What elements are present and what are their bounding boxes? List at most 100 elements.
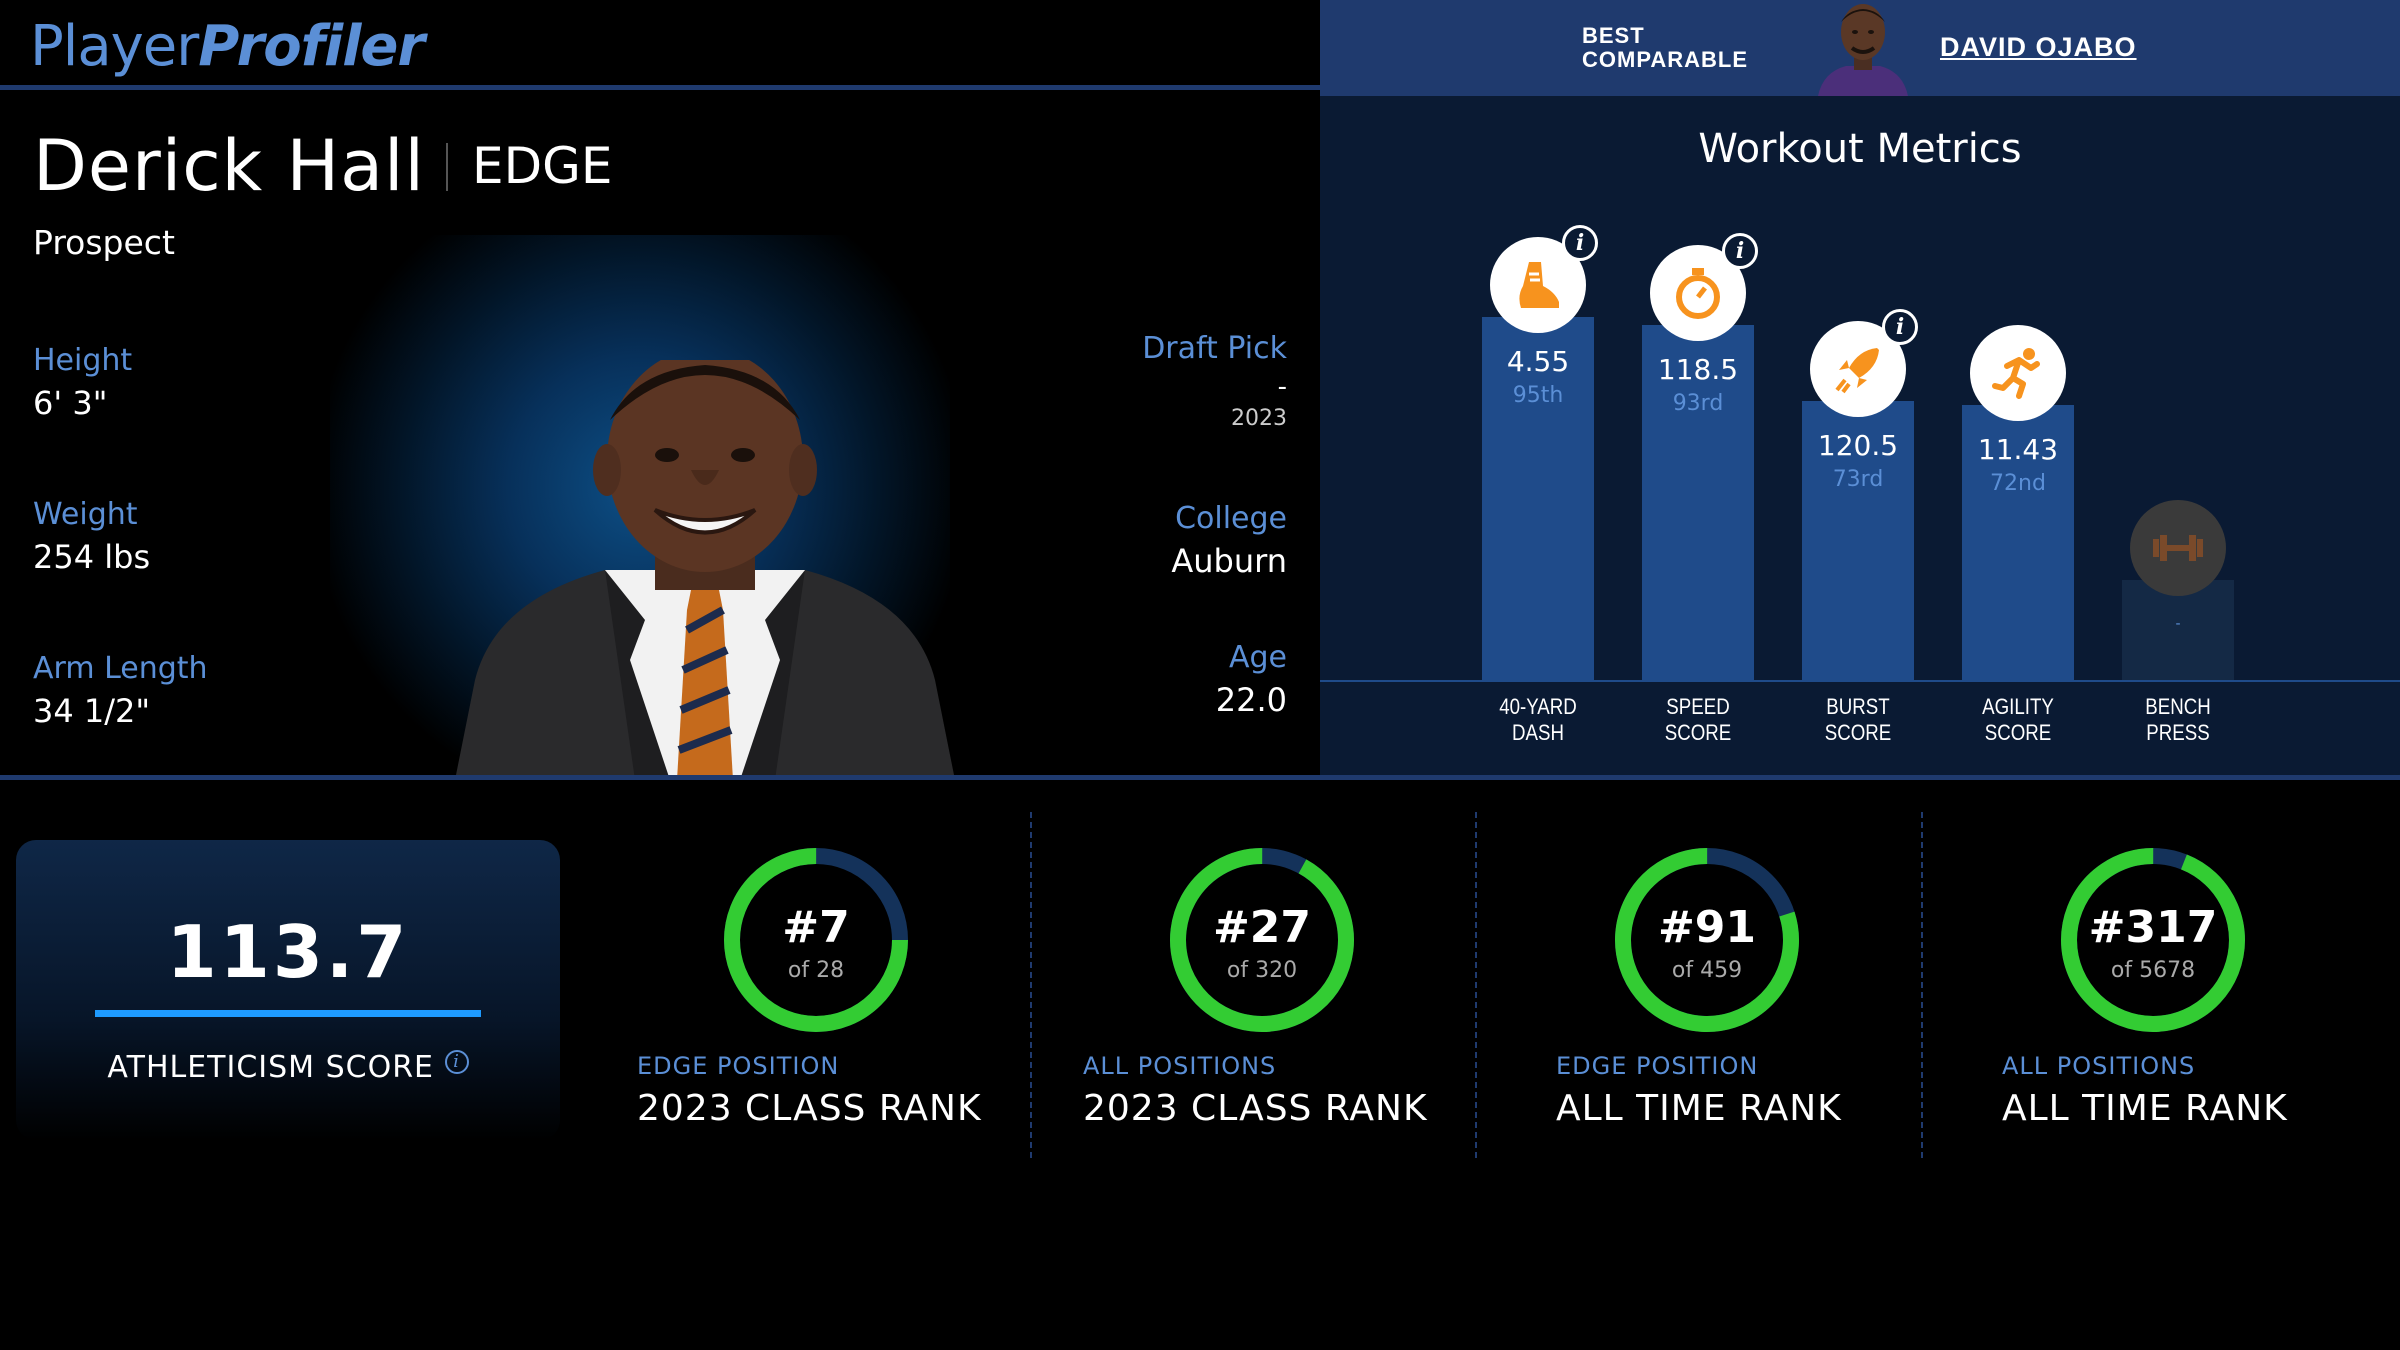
metric-label-line: 40-YARD <box>1499 694 1577 719</box>
rank-subtitle: EDGE POSITION <box>1556 1052 1759 1080</box>
player-photo <box>455 348 955 775</box>
workout-baseline <box>1320 680 2400 682</box>
metric-value: 11.43 <box>1977 433 2059 466</box>
name-divider <box>446 143 448 191</box>
metric-percentile: - <box>2175 616 2181 632</box>
rank-of: of 320 <box>1226 958 1298 983</box>
player-panel: Derick Hall EDGE Prospect Height 6' 3" W… <box>0 95 1320 775</box>
athleticism-underline <box>95 1010 481 1017</box>
metric-percentile: 73rd <box>1832 467 1884 492</box>
metric-label-40-yard-dash: 40-YARD DASH <box>1470 694 1606 746</box>
athleticism-score: 113.7 <box>166 910 410 994</box>
arm-length-label: Arm Length <box>33 651 208 686</box>
rank-number: #27 <box>1212 902 1312 953</box>
draft-pick-stat: Draft Pick - 2023 <box>1142 331 1287 431</box>
rank-title: 2023 CLASS RANK <box>1083 1088 1428 1129</box>
height-stat: Height 6' 3" <box>33 343 132 422</box>
athleticism-card: 113.7 ATHLETICISM SCORE i <box>16 840 560 1140</box>
best-comparable-label-line2: COMPARABLE <box>1582 47 1749 72</box>
info-icon-athleticism[interactable]: i <box>444 1050 469 1074</box>
metric-percentile: 95th <box>1512 383 1564 408</box>
metric-label-burst-score: BURST SCORE <box>1790 694 1926 746</box>
metric-label-speed-score: SPEED SCORE <box>1630 694 1766 746</box>
info-icon-speed-score[interactable]: i <box>1722 233 1758 269</box>
metric-label-line: AGILITY <box>1982 694 2054 719</box>
height-value: 6' 3" <box>33 384 108 422</box>
logo[interactable]: PlayerProfiler <box>30 12 425 82</box>
rank-ring <box>724 848 908 1032</box>
rank-of: of 28 <box>787 958 845 983</box>
info-icon-burst-score[interactable]: i <box>1882 309 1918 345</box>
rank-edge-all-time: #91 of 459 EDGE POSITION ALL TIME RANK <box>1556 840 1976 1160</box>
metric-label-line: DASH <box>1512 720 1564 745</box>
rank-number: #91 <box>1657 902 1757 953</box>
rank-divider <box>1921 812 1923 1158</box>
draft-pick-value: - <box>1277 372 1287 402</box>
metric-label-line: SPEED <box>1666 694 1730 719</box>
college-label: College <box>1175 501 1287 536</box>
logo-part-profiler: Profiler <box>198 14 425 79</box>
bar-burst-score <box>1802 401 1914 680</box>
rank-subtitle: EDGE POSITION <box>637 1052 840 1080</box>
rank-all-class: #27 of 320 ALL POSITIONS 2023 CLASS RANK <box>1083 840 1503 1160</box>
metric-value: 118.5 <box>1657 353 1739 386</box>
rank-edge-class: #7 of 28 EDGE POSITION 2023 CLASS RANK <box>637 840 1057 1160</box>
college-stat: College Auburn <box>1171 501 1287 580</box>
best-comparable-link[interactable]: DAVID OJABO <box>1940 32 2137 62</box>
metric-label-line: SCORE <box>1824 720 1892 745</box>
rank-of: of 459 <box>1671 958 1743 983</box>
workout-metrics-title: Workout Metrics <box>1698 126 2022 172</box>
player-name: Derick Hall <box>33 125 425 207</box>
metric-percentile: 72nd <box>1990 471 2046 496</box>
rank-number: #7 <box>782 902 850 953</box>
athleticism-label: ATHLETICISM SCORE i <box>16 1050 560 1085</box>
age-label: Age <box>1228 640 1287 675</box>
metric-value: 120.5 <box>1817 429 1899 462</box>
metric-label-bench-press: BENCH PRESS <box>2110 694 2246 746</box>
metric-label-line: BURST <box>1826 694 1890 719</box>
metric-value: 4.55 <box>1506 345 1570 378</box>
best-comparable-bar: BEST COMPARABLE DAVID OJABO <box>1320 0 2400 96</box>
header-bar: PlayerProfiler <box>0 0 1320 90</box>
metric-label-agility-score: AGILITY SCORE <box>1950 694 2086 746</box>
weight-label: Weight <box>33 497 138 532</box>
rank-title: 2023 CLASS RANK <box>637 1088 982 1129</box>
metric-percentile: 93rd <box>1672 391 1724 416</box>
rank-number: #317 <box>2088 902 2218 953</box>
age-value: 22.0 <box>1215 681 1287 719</box>
college-value: Auburn <box>1171 542 1287 580</box>
runner-icon[interactable] <box>1970 325 2066 421</box>
rank-ring <box>1615 848 1799 1032</box>
height-label: Height <box>33 343 133 378</box>
bar-speed-score <box>1642 325 1754 680</box>
weight-stat: Weight 254 lbs <box>33 497 150 576</box>
comparable-avatar[interactable] <box>1798 0 1928 96</box>
info-icon-40-yard-dash[interactable]: i <box>1562 225 1598 261</box>
bar-agility-score <box>1962 405 2074 680</box>
shoe-icon[interactable] <box>1490 237 1586 333</box>
weight-value: 254 lbs <box>33 538 151 576</box>
rank-subtitle: ALL POSITIONS <box>2002 1052 2196 1080</box>
age-stat: Age 22.0 <box>1216 640 1287 719</box>
rank-ring <box>1170 848 1354 1032</box>
rank-title: ALL TIME RANK <box>2002 1088 2288 1129</box>
rank-divider <box>1030 812 1032 1158</box>
rank-title: ALL TIME RANK <box>1556 1088 1842 1129</box>
metric-label-line: BENCH <box>2145 694 2211 719</box>
logo-part-player: Player <box>30 14 199 79</box>
arm-length-value: 34 1/2" <box>33 692 151 730</box>
draft-pick-year: 2023 <box>1231 406 1287 431</box>
section-divider <box>0 775 2400 780</box>
metric-label-line: SCORE <box>1984 720 2052 745</box>
rank-subtitle: ALL POSITIONS <box>1083 1052 1277 1080</box>
rank-of: of 5678 <box>2110 958 2196 983</box>
metric-label-line: SCORE <box>1664 720 1732 745</box>
bar-40-yard-dash <box>1482 317 1594 680</box>
workout-metrics-panel: Workout Metrics i i i 4.55 95th 118.5 93… <box>1320 96 2400 775</box>
rank-ring <box>2061 848 2245 1032</box>
best-comparable-label: BEST COMPARABLE <box>1582 24 1748 72</box>
athleticism-label-text: ATHLETICISM SCORE <box>107 1050 435 1085</box>
bar-bench-press <box>2122 580 2234 680</box>
dumbbell-icon[interactable] <box>2130 500 2226 596</box>
best-comparable-label-line1: BEST <box>1582 23 1645 48</box>
